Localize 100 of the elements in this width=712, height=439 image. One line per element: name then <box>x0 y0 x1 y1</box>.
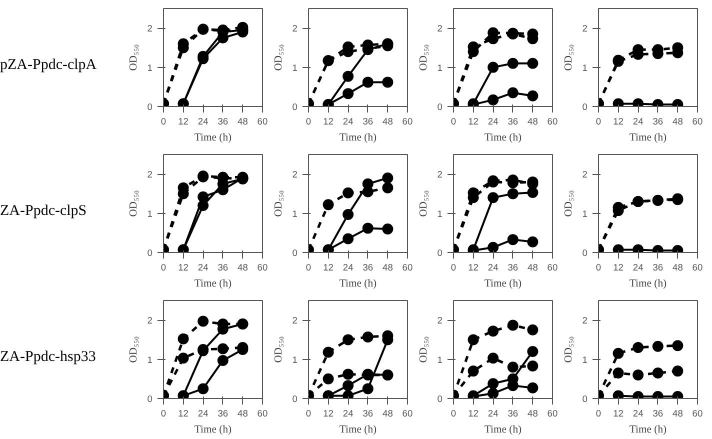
x-tick-label: 24 <box>632 408 644 418</box>
x-tick-label: 36 <box>362 116 374 126</box>
y-tick-label: 2 <box>582 316 588 326</box>
x-axis-title: Time (h) <box>484 424 522 436</box>
x-tick-label: 24 <box>342 116 354 126</box>
x-tick-label: 48 <box>382 116 393 126</box>
x-tick-label: 0 <box>306 262 312 272</box>
x-tick-label: 60 <box>402 116 413 126</box>
x-tick-label: 0 <box>306 408 312 418</box>
x-tick-label: 60 <box>547 116 558 126</box>
y-tick-label: 0 <box>437 248 443 258</box>
x-tick-label: 36 <box>218 262 228 272</box>
x-tick-label: 0 <box>160 116 166 126</box>
x-tick-label: 24 <box>488 408 498 418</box>
x-axis-title: Time (h) <box>484 132 522 144</box>
y-tick-label: 1 <box>147 208 153 219</box>
y-axis-title: OD₅₅₀ <box>418 336 430 363</box>
y-tick-label: 1 <box>582 208 588 219</box>
y-tick-label: 1 <box>292 62 298 73</box>
x-axis-title: Time (h) <box>629 278 668 290</box>
x-tick-label: 24 <box>632 262 644 272</box>
y-tick-label: 2 <box>147 24 153 34</box>
x-tick-label: 0 <box>450 408 456 418</box>
y-axis-title: OD₅₅₀ <box>273 336 284 363</box>
x-tick-label: 48 <box>238 408 248 418</box>
y-tick-label: 2 <box>582 24 588 34</box>
y-axis-title: OD₅₅₀ <box>128 44 140 71</box>
x-tick-label: 48 <box>528 408 538 418</box>
y-tick-label: 0 <box>582 394 588 404</box>
x-tick-label: 48 <box>672 116 683 126</box>
y-tick-label: 1 <box>147 62 153 73</box>
x-tick-label: 48 <box>528 116 538 126</box>
x-tick-label: 60 <box>692 408 703 418</box>
y-axis-title: OD₅₅₀ <box>418 190 430 217</box>
y-tick-label: 0 <box>147 102 153 112</box>
x-tick-label: 60 <box>692 262 703 272</box>
x-tick-label: 60 <box>402 408 413 418</box>
y-tick-label: 0 <box>147 248 153 258</box>
y-tick-label: 1 <box>437 62 443 73</box>
x-axis-title: Time (h) <box>194 424 232 436</box>
y-tick-label: 2 <box>147 170 153 180</box>
y-tick-label: 2 <box>147 316 153 326</box>
x-axis-title: Time (h) <box>339 424 378 436</box>
x-tick-label: 12 <box>178 116 189 126</box>
x-tick-label: 24 <box>342 408 354 418</box>
y-axis-title: OD₅₅₀ <box>563 336 574 363</box>
y-tick-label: 1 <box>292 208 298 219</box>
x-tick-label: 12 <box>468 408 479 418</box>
y-tick-label: 0 <box>582 248 588 258</box>
x-tick-label: 36 <box>218 408 228 418</box>
y-axis-title: OD₅₅₀ <box>563 44 574 71</box>
y-axis-title: OD₅₅₀ <box>273 190 284 217</box>
x-tick-label: 36 <box>218 116 228 126</box>
x-tick-label: 60 <box>692 116 703 126</box>
x-tick-label: 24 <box>198 262 208 272</box>
y-tick-label: 1 <box>437 354 443 365</box>
x-tick-label: 0 <box>596 116 602 126</box>
x-tick-label: 36 <box>508 408 518 418</box>
x-tick-label: 24 <box>632 116 644 126</box>
x-tick-label: 12 <box>178 408 189 418</box>
y-tick-label: 2 <box>292 316 298 326</box>
y-tick-label: 1 <box>582 354 588 365</box>
y-axis-title: OD₅₅₀ <box>128 336 140 363</box>
x-tick-label: 60 <box>257 408 268 418</box>
x-axis-title: Time (h) <box>194 278 232 290</box>
x-tick-label: 0 <box>160 262 166 272</box>
y-tick-label: 2 <box>292 170 298 180</box>
y-tick-label: 1 <box>582 62 588 73</box>
x-tick-label: 12 <box>468 116 479 126</box>
y-tick-label: 2 <box>437 24 443 34</box>
x-tick-label: 48 <box>382 262 393 272</box>
y-tick-label: 2 <box>437 316 443 326</box>
y-tick-label: 1 <box>437 208 443 219</box>
y-tick-label: 0 <box>437 102 443 112</box>
x-tick-label: 0 <box>160 408 166 418</box>
y-tick-label: 0 <box>437 394 443 404</box>
x-tick-label: 60 <box>547 262 558 272</box>
x-axis-title: Time (h) <box>339 132 378 144</box>
y-tick-label: 0 <box>582 102 588 112</box>
y-tick-label: 2 <box>292 24 298 34</box>
text: ZA-Ppdc-hsp33 <box>0 348 96 367</box>
x-tick-label: 36 <box>362 408 374 418</box>
x-tick-label: 12 <box>323 408 334 418</box>
y-tick-label: 0 <box>292 102 298 112</box>
y-axis-title: OD₅₅₀ <box>273 44 284 71</box>
x-tick-label: 0 <box>596 262 602 272</box>
x-tick-label: 48 <box>382 408 393 418</box>
x-tick-label: 24 <box>198 116 208 126</box>
x-tick-label: 60 <box>402 262 413 272</box>
y-tick-label: 1 <box>147 354 153 365</box>
x-tick-label: 0 <box>450 262 456 272</box>
x-tick-label: 0 <box>450 116 456 126</box>
x-tick-label: 24 <box>488 262 498 272</box>
x-tick-label: 36 <box>508 116 518 126</box>
x-axis-title: Time (h) <box>339 278 378 290</box>
x-tick-label: 0 <box>596 408 602 418</box>
x-tick-label: 48 <box>672 262 683 272</box>
x-axis-title: Time (h) <box>194 132 232 144</box>
x-tick-label: 36 <box>362 262 374 272</box>
y-tick-label: 0 <box>292 394 298 404</box>
